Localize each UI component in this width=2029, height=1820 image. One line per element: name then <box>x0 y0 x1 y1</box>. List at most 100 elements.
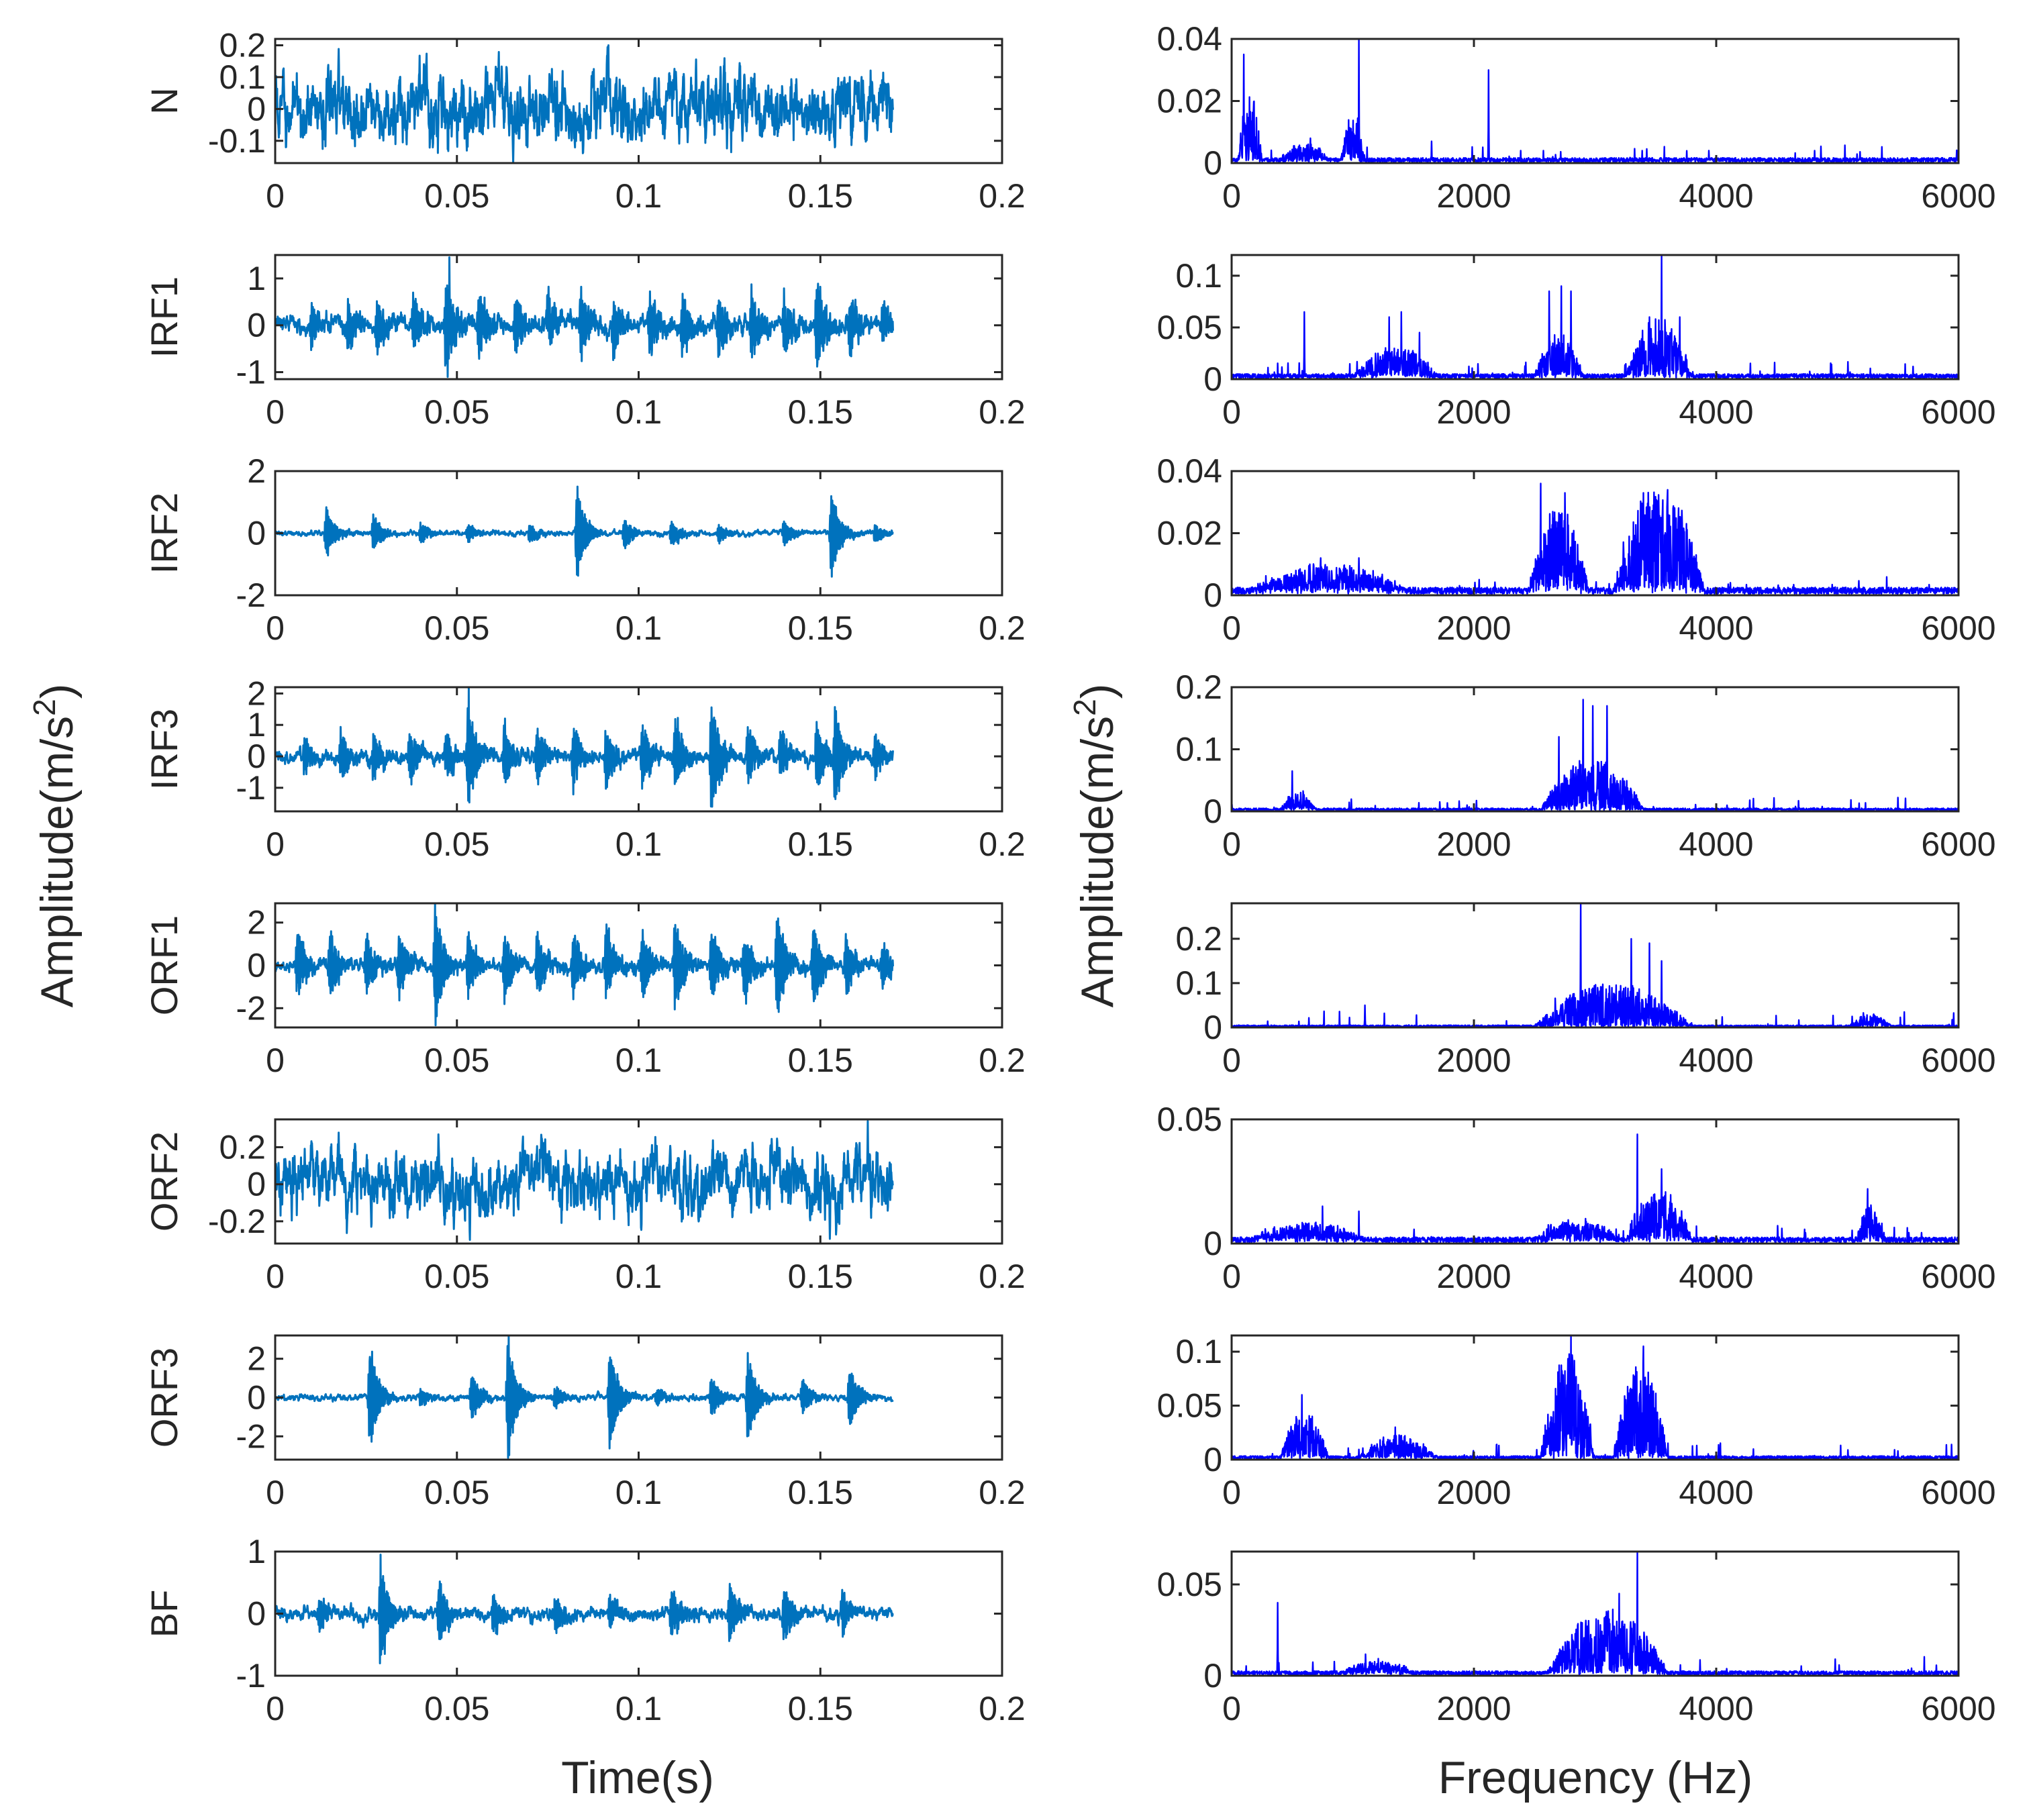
y-tick-label: 0.05 <box>1157 309 1222 346</box>
y-tick-label: -1 <box>236 769 266 807</box>
y-tick-label: 0.04 <box>1157 20 1222 58</box>
series-line-time <box>274 1334 894 1459</box>
x-tick-label: 0.2 <box>979 1042 1026 1079</box>
x-tick-label: 0.2 <box>979 393 1026 431</box>
x-tick-label: 0 <box>1222 393 1241 431</box>
y-tick-label: 0.02 <box>1157 515 1222 552</box>
row-label: IRF2 <box>143 493 185 574</box>
subplot-freq-5: 0 2000 4000 6000 0.2 0.1 0 <box>1175 902 1996 1079</box>
y-tick-label: 0.2 <box>219 1128 266 1166</box>
x-tick-label: 0 <box>1222 1258 1241 1295</box>
x-tick-label: 0.2 <box>979 609 1026 647</box>
x-tick-label: 0.15 <box>788 1690 853 1727</box>
y-tick-label: 2 <box>247 452 266 490</box>
x-tick-label: 4000 <box>1679 177 1753 215</box>
x-tick-label: 6000 <box>1921 1258 1995 1295</box>
x-tick-label: 0.15 <box>788 609 853 647</box>
series-line-freq <box>1230 483 1960 595</box>
y-tick-label: 0 <box>1203 1441 1222 1478</box>
axes-box <box>1230 1550 1960 1677</box>
y-tick-label: 0.05 <box>1157 1566 1222 1603</box>
row-label: ORF1 <box>143 915 185 1015</box>
series-line-time <box>274 1120 894 1241</box>
axes-box <box>1230 1334 1960 1461</box>
y-tick-label: 0.04 <box>1157 452 1222 490</box>
x-tick-label: 0.15 <box>788 1474 853 1511</box>
x-tick-label: 4000 <box>1679 1474 1753 1511</box>
series-line-time <box>274 44 894 164</box>
x-tick-label: 0.1 <box>615 825 662 863</box>
x-tick-label: 0 <box>1222 1042 1241 1079</box>
x-tick-label: 6000 <box>1921 825 1995 863</box>
y-tick-label: 0 <box>247 515 266 552</box>
x-tick-label: 2000 <box>1436 177 1511 215</box>
x-tick-label: 0.2 <box>979 1258 1026 1295</box>
series-line-time <box>274 1554 894 1664</box>
subplot-freq-4: 0 2000 4000 6000 0.2 0.1 0 <box>1175 668 1995 863</box>
y-tick-label: 0 <box>1203 793 1222 830</box>
plot-area <box>1232 39 1959 163</box>
time-x-axis-title: Time(s) <box>561 1752 714 1803</box>
x-tick-label: 0.05 <box>424 1474 489 1511</box>
x-tick-label: 6000 <box>1921 1690 1995 1727</box>
row-label: ORF2 <box>143 1131 185 1231</box>
y-tick-label: 0 <box>247 90 266 128</box>
x-tick-label: 0.1 <box>615 609 662 647</box>
x-tick-label: 4000 <box>1679 393 1753 431</box>
row-label: N <box>143 87 185 114</box>
x-tick-label: 2000 <box>1436 1258 1511 1295</box>
row-label: IRF1 <box>143 276 185 358</box>
series-line-freq <box>1230 38 1960 163</box>
y-tick-label: 0 <box>247 1595 266 1633</box>
freq-x-axis-title: Frequency (Hz) <box>1438 1752 1753 1803</box>
y-tick-label: 0.1 <box>1175 257 1222 295</box>
subplot-freq-6: 0 2000 4000 6000 0.05 0 <box>1157 1101 1996 1295</box>
x-tick-label: 0.2 <box>979 825 1026 863</box>
y-tick-label: 0 <box>247 1379 266 1417</box>
x-tick-label: 0.1 <box>615 1474 662 1511</box>
y-tick-label: 1 <box>247 1533 266 1570</box>
series-line-time <box>274 902 894 1027</box>
x-tick-label: 2000 <box>1436 393 1511 431</box>
x-tick-label: 0 <box>266 1258 285 1295</box>
y-tick-label: 0.1 <box>1175 964 1222 1002</box>
y-tick-label: 0 <box>1203 1225 1222 1262</box>
axes-box <box>1230 254 1960 381</box>
y-tick-label: 1 <box>247 706 266 744</box>
subplot-freq-3: 0 2000 4000 6000 0.04 0.02 0 <box>1157 452 1996 647</box>
x-tick-label: 0.15 <box>788 1258 853 1295</box>
x-tick-label: 0 <box>1222 177 1241 215</box>
subplot-grid: 0 0.05 0.1 0.15 0.20.20.10-0.1N0 2000 4000 6000… <box>143 20 1996 1727</box>
x-tick-label: 0 <box>266 1042 285 1079</box>
y-tick-label: 0.05 <box>1157 1387 1222 1425</box>
y-tick-label: 2 <box>247 904 266 942</box>
y-tick-label: -0.2 <box>208 1203 266 1240</box>
x-tick-label: 4000 <box>1679 609 1753 647</box>
plot-area <box>1232 1119 1959 1244</box>
plot-area <box>1232 1335 1959 1460</box>
x-tick-label: 0 <box>266 1690 285 1727</box>
x-tick-label: 2000 <box>1436 1474 1511 1511</box>
x-tick-label: 0 <box>266 609 285 647</box>
y-tick-label: 0 <box>247 307 266 344</box>
x-tick-label: 4000 <box>1679 1690 1753 1727</box>
plot-area <box>1232 687 1959 811</box>
x-tick-label: 6000 <box>1921 609 1995 647</box>
y-tick-label: 0 <box>247 738 266 775</box>
x-tick-label: 0 <box>1222 1690 1241 1727</box>
x-tick-label: 0.05 <box>424 1042 489 1079</box>
subplot-freq-7: 0 2000 4000 6000 0.1 0.05 0 <box>1157 1333 1996 1511</box>
x-tick-label: 4000 <box>1679 825 1753 863</box>
y-tick-label: -0.1 <box>208 122 266 160</box>
x-tick-label: 6000 <box>1921 177 1995 215</box>
subplot-freq-8: 0 2000 4000 6000 0.05 0 <box>1157 1550 1996 1727</box>
x-tick-label: 0.15 <box>788 393 853 431</box>
y-tick-label: 1 <box>247 260 266 297</box>
